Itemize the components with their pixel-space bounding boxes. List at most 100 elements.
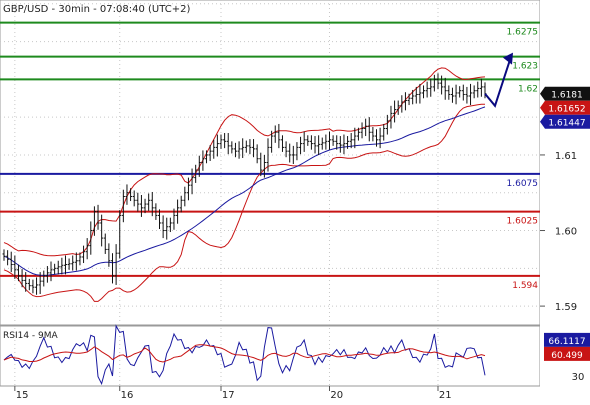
candle [241, 138, 245, 158]
candle [201, 150, 205, 171]
candle [309, 135, 313, 150]
axis-ticks: 1.61 1.60 1.59 30 15 16 17 20 21 [14, 151, 585, 401]
candle [179, 195, 183, 213]
candle [302, 131, 306, 152]
candle [288, 143, 292, 163]
price-badge-bg [540, 86, 590, 101]
x-tick-label: 16 [121, 390, 134, 400]
candle [9, 251, 13, 273]
candle [422, 85, 426, 99]
level-label: 1.62 [518, 84, 538, 94]
candle [176, 199, 180, 224]
price-badge-bg [540, 114, 590, 129]
candle [205, 150, 209, 164]
rsi-line [3, 324, 486, 386]
candle [389, 105, 393, 129]
candle [6, 250, 10, 266]
candle [425, 81, 429, 98]
candle [447, 85, 451, 100]
rsi-lines [3, 324, 486, 386]
candle [125, 184, 129, 205]
candle [411, 89, 415, 105]
candle [136, 192, 140, 212]
candle [165, 217, 169, 240]
candle [476, 81, 480, 98]
candle [342, 134, 346, 155]
candle [150, 191, 154, 217]
candle [432, 74, 436, 92]
x-tick-label: 21 [439, 390, 452, 400]
candle [197, 155, 201, 177]
candle [118, 210, 122, 259]
main-panel [0, 0, 541, 326]
rsi-tick-label: 30 [572, 372, 585, 383]
candle [349, 133, 353, 149]
candle [89, 221, 93, 255]
candle [27, 278, 31, 291]
candle [208, 145, 212, 161]
candle [338, 136, 342, 153]
candle [266, 138, 270, 172]
candle [259, 152, 263, 177]
candle [367, 117, 371, 142]
candle [360, 122, 364, 139]
candle [400, 95, 404, 113]
rsi-badge-bg [544, 346, 590, 361]
candle [299, 136, 303, 155]
candle [346, 136, 350, 149]
candle [393, 100, 397, 123]
forecast-path [484, 56, 512, 108]
forecast-arrow [484, 52, 513, 108]
candle [158, 209, 162, 230]
rsi-badge-label: 60.499 [551, 351, 583, 361]
candle [31, 279, 35, 294]
candle [382, 123, 386, 141]
candle [273, 125, 277, 143]
candle [100, 214, 104, 247]
price-badge-label: 1.61447 [548, 119, 585, 129]
candle [16, 264, 20, 282]
candle [24, 272, 28, 292]
candle [219, 134, 223, 149]
rsi-title: RSI14 - 9MA [3, 331, 59, 341]
candle [107, 243, 111, 267]
candle [154, 203, 158, 220]
candle [60, 257, 64, 275]
candle [450, 87, 454, 103]
candle [371, 126, 375, 142]
candle [277, 123, 281, 149]
candle [82, 245, 86, 264]
candle [114, 244, 118, 285]
candle [440, 75, 444, 95]
chart-title: GBP/USD - 30min - 07:08:40 (UTC+2) [3, 4, 190, 15]
candle [324, 134, 328, 150]
candle [103, 233, 107, 254]
rsi-ma-line [3, 344, 486, 363]
candle [248, 139, 252, 155]
level-label: 1.594 [512, 281, 538, 291]
candle [215, 134, 219, 157]
candle [20, 269, 24, 288]
level-label: 1.6275 [507, 28, 539, 38]
candle [2, 249, 6, 261]
x-tick-label: 20 [330, 390, 343, 400]
candle [396, 100, 400, 115]
candle [53, 263, 57, 275]
candle [129, 188, 133, 202]
candle [407, 93, 411, 106]
price-badge-bg [540, 100, 590, 115]
candle [295, 142, 299, 161]
candle [353, 127, 357, 149]
candle [85, 238, 89, 260]
y-tick-label: 1.61 [555, 151, 577, 162]
candle [121, 189, 125, 223]
candle [403, 92, 407, 111]
candle [67, 258, 71, 270]
rsi-badge-label: 66.1117 [548, 337, 585, 347]
rsi-badge-bg [544, 332, 590, 347]
candle [436, 73, 440, 90]
price-badge-label: 1.61652 [548, 105, 585, 115]
candle [262, 154, 266, 178]
